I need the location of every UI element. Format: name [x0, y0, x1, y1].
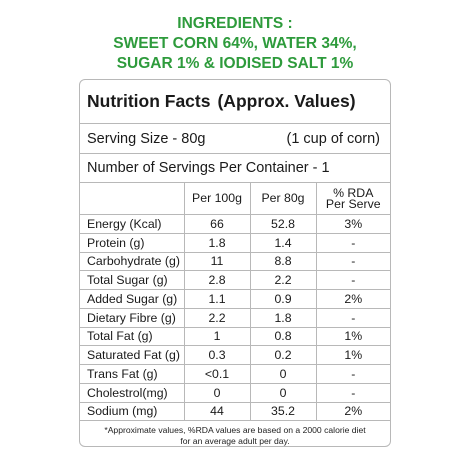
- value-per-100g: 1.8: [184, 233, 251, 253]
- footnote-line-2: for an average adult per day.: [180, 436, 290, 447]
- value-per-80g: 1.4: [250, 233, 317, 253]
- nutrition-facts-panel: Nutrition Facts (Approx. Values) Serving…: [79, 79, 391, 447]
- servings-per-container-row: Number of Servings Per Container - 1: [80, 154, 390, 183]
- value-per-80g: 0: [250, 364, 317, 384]
- table-row: Energy (Kcal) 66 52.8 3%: [80, 214, 390, 234]
- table-row: Total Sugar (g) 2.8 2.2 -: [80, 270, 390, 290]
- serving-size-row: Serving Size - 80g (1 cup of corn): [80, 124, 390, 154]
- ingredients-line-2: SUGAR 1% & IODISED SALT 1%: [116, 55, 354, 72]
- nutrient-name: Added Sugar (g): [80, 289, 185, 309]
- header-rda: % RDA Per Serve: [316, 183, 390, 215]
- value-per-100g: 0.3: [184, 345, 251, 365]
- value-per-80g: 0.9: [250, 289, 317, 309]
- ingredients-line-1: SWEET CORN 64%, WATER 34%,: [113, 35, 357, 52]
- value-rda: -: [316, 308, 390, 328]
- table-row: Carbohydrate (g) 11 8.8 -: [80, 252, 390, 272]
- value-rda: 3%: [316, 214, 390, 234]
- value-per-80g: 0: [250, 383, 317, 403]
- value-rda: -: [316, 252, 390, 272]
- value-per-100g: <0.1: [184, 364, 251, 384]
- value-per-80g: 0.2: [250, 345, 317, 365]
- value-per-100g: 44: [184, 402, 251, 422]
- nutrition-table-header: Per 100g Per 80g % RDA Per Serve: [80, 183, 390, 215]
- value-rda: -: [316, 233, 390, 253]
- value-per-80g: 1.8: [250, 308, 317, 328]
- table-row: Protein (g) 1.8 1.4 -: [80, 233, 390, 253]
- nutrition-title: Nutrition Facts: [87, 91, 211, 111]
- value-rda: 2%: [316, 402, 390, 422]
- table-row: Added Sugar (g) 1.1 0.9 2%: [80, 289, 390, 309]
- ingredients-block: INGREDIENTS : SWEET CORN 64%, WATER 34%,…: [0, 14, 470, 74]
- header-nutrient: [80, 183, 185, 215]
- value-per-100g: 1: [184, 327, 251, 347]
- value-rda: 1%: [316, 327, 390, 347]
- value-rda: -: [316, 364, 390, 384]
- table-row: Cholestrol(mg) 0 0 -: [80, 383, 390, 403]
- serving-size-note: (1 cup of corn): [286, 130, 381, 147]
- nutrition-table: Per 100g Per 80g % RDA Per Serve Energy …: [80, 183, 390, 422]
- value-per-100g: 1.1: [184, 289, 251, 309]
- value-rda: 1%: [316, 345, 390, 365]
- nutrient-name: Sodium (mg): [80, 402, 185, 422]
- value-per-100g: 66: [184, 214, 251, 234]
- value-per-80g: 52.8: [250, 214, 317, 234]
- header-per-80g: Per 80g: [250, 183, 317, 215]
- nutrient-name: Protein (g): [80, 233, 185, 253]
- table-row: Total Fat (g) 1 0.8 1%: [80, 327, 390, 347]
- nutrient-name: Cholestrol(mg): [80, 383, 185, 403]
- ingredients-heading: INGREDIENTS :: [177, 15, 293, 32]
- header-rda-line-2: Per Serve: [325, 196, 381, 211]
- nutrient-name: Carbohydrate (g): [80, 252, 185, 272]
- nutrient-name: Saturated Fat (g): [80, 345, 185, 365]
- value-per-80g: 0.8: [250, 327, 317, 347]
- table-row: Trans Fat (g) <0.1 0 -: [80, 364, 390, 384]
- header-rda-line-1: % RDA: [333, 185, 374, 200]
- footnote-line-1: *Approximate values, %RDA values are bas…: [104, 425, 366, 436]
- nutrition-title-note: (Approx. Values): [217, 91, 356, 111]
- value-rda: -: [316, 270, 390, 290]
- table-row: Dietary Fibre (g) 2.2 1.8 -: [80, 308, 390, 328]
- value-per-100g: 2.2: [184, 308, 251, 328]
- value-rda: -: [316, 383, 390, 403]
- servings-per-container: Number of Servings Per Container - 1: [87, 160, 330, 176]
- nutrient-name: Trans Fat (g): [80, 364, 185, 384]
- nutrient-name: Total Sugar (g): [80, 270, 185, 290]
- nutrient-name: Energy (Kcal): [80, 214, 185, 234]
- value-per-100g: 2.8: [184, 270, 251, 290]
- value-per-80g: 2.2: [250, 270, 317, 290]
- value-per-100g: 0: [184, 383, 251, 403]
- header-per-100g: Per 100g: [184, 183, 251, 215]
- serving-size: Serving Size - 80g: [87, 130, 206, 147]
- value-per-100g: 11: [184, 252, 251, 272]
- value-rda: 2%: [316, 289, 390, 309]
- table-row: Sodium (mg) 44 35.2 2%: [80, 402, 390, 422]
- value-per-80g: 8.8: [250, 252, 317, 272]
- nutrient-name: Total Fat (g): [80, 327, 185, 347]
- nutrition-title-row: Nutrition Facts (Approx. Values): [80, 80, 390, 124]
- table-row: Saturated Fat (g) 0.3 0.2 1%: [80, 345, 390, 365]
- footnote: *Approximate values, %RDA values are bas…: [80, 421, 390, 447]
- nutrient-name: Dietary Fibre (g): [80, 308, 185, 328]
- value-per-80g: 35.2: [250, 402, 317, 422]
